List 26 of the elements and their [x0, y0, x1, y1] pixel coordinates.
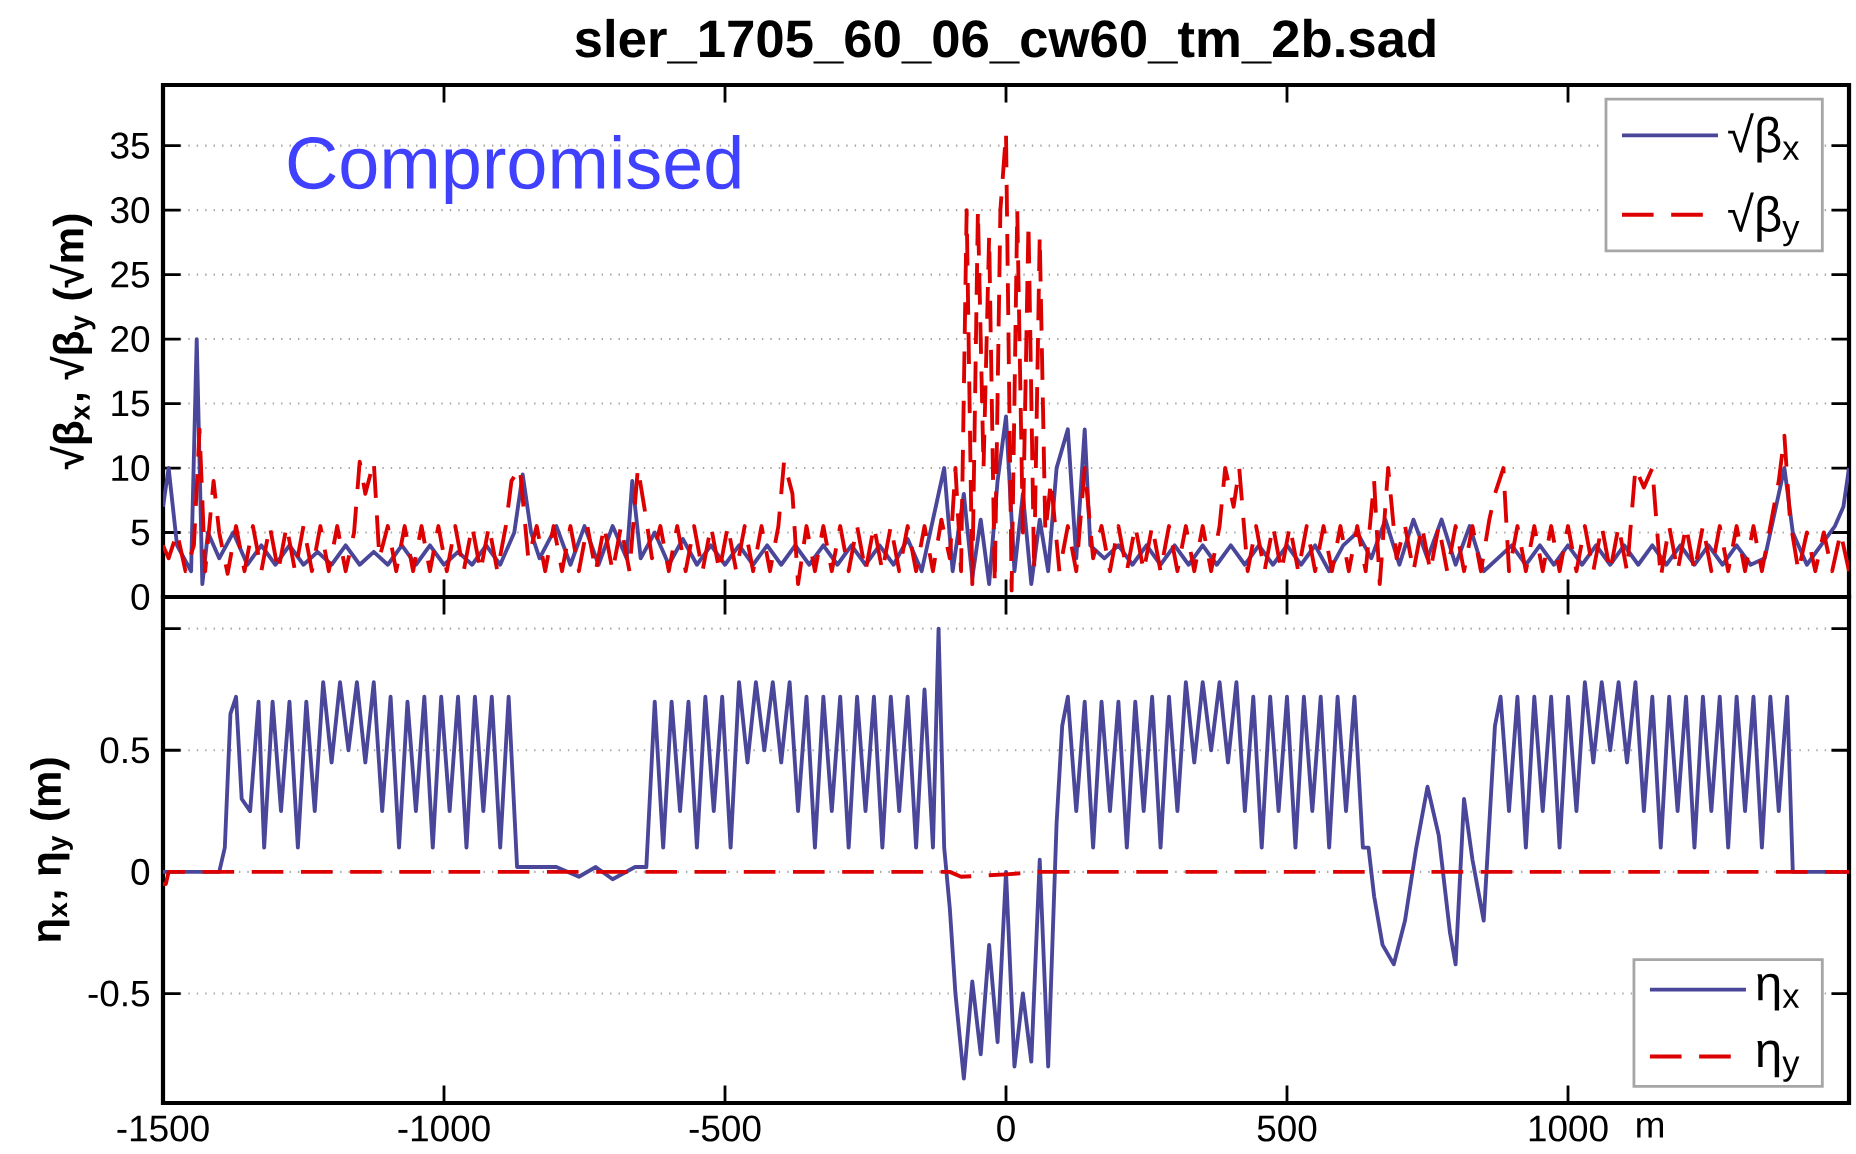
legend-label: √β$_{y}$ [1728, 192, 1800, 247]
y-tick-label: 35 [110, 132, 150, 159]
y-tick-label: 0 [131, 858, 150, 885]
y-axis-title: √β$_{x}$, √β$_{y}$ (√m) [49, 214, 96, 470]
y-tick-label: 10 [112, 454, 150, 482]
y-tick-label: 0 [131, 583, 150, 611]
y-tick-label: -0.5 [88, 980, 150, 1007]
y-tick-label: 5 [131, 519, 150, 546]
x-tick-label: 0 [997, 1115, 1015, 1142]
y-tick-label: 30 [110, 197, 150, 224]
y-axis-title: η$_{x}$, η$_{y}$ (m) [30, 758, 73, 942]
legend-label: η$_{y}$ [1757, 1040, 1800, 1082]
legend-label: η$_{x}$ [1757, 973, 1800, 1011]
x-tick-label: -500 [689, 1115, 761, 1142]
x-tick-label: 1000 [1529, 1115, 1608, 1142]
y-tick-label: 15 [112, 390, 150, 417]
x-tick-label: 500 [1257, 1115, 1317, 1142]
chart-title: sler_1705_60_06_cw60_tm_2b.sad [575, 18, 1435, 64]
y-tick-label: 0.5 [100, 737, 150, 764]
x-tick-label: -1000 [398, 1115, 490, 1142]
legend-label: √β$_{x}$ [1728, 113, 1800, 163]
annotation: Compromised [288, 135, 740, 204]
x-axis-title: m [1637, 1117, 1663, 1138]
y-tick-label: 25 [111, 261, 150, 288]
x-tick-label: -1500 [117, 1115, 209, 1142]
y-tick-label: 20 [111, 326, 150, 353]
